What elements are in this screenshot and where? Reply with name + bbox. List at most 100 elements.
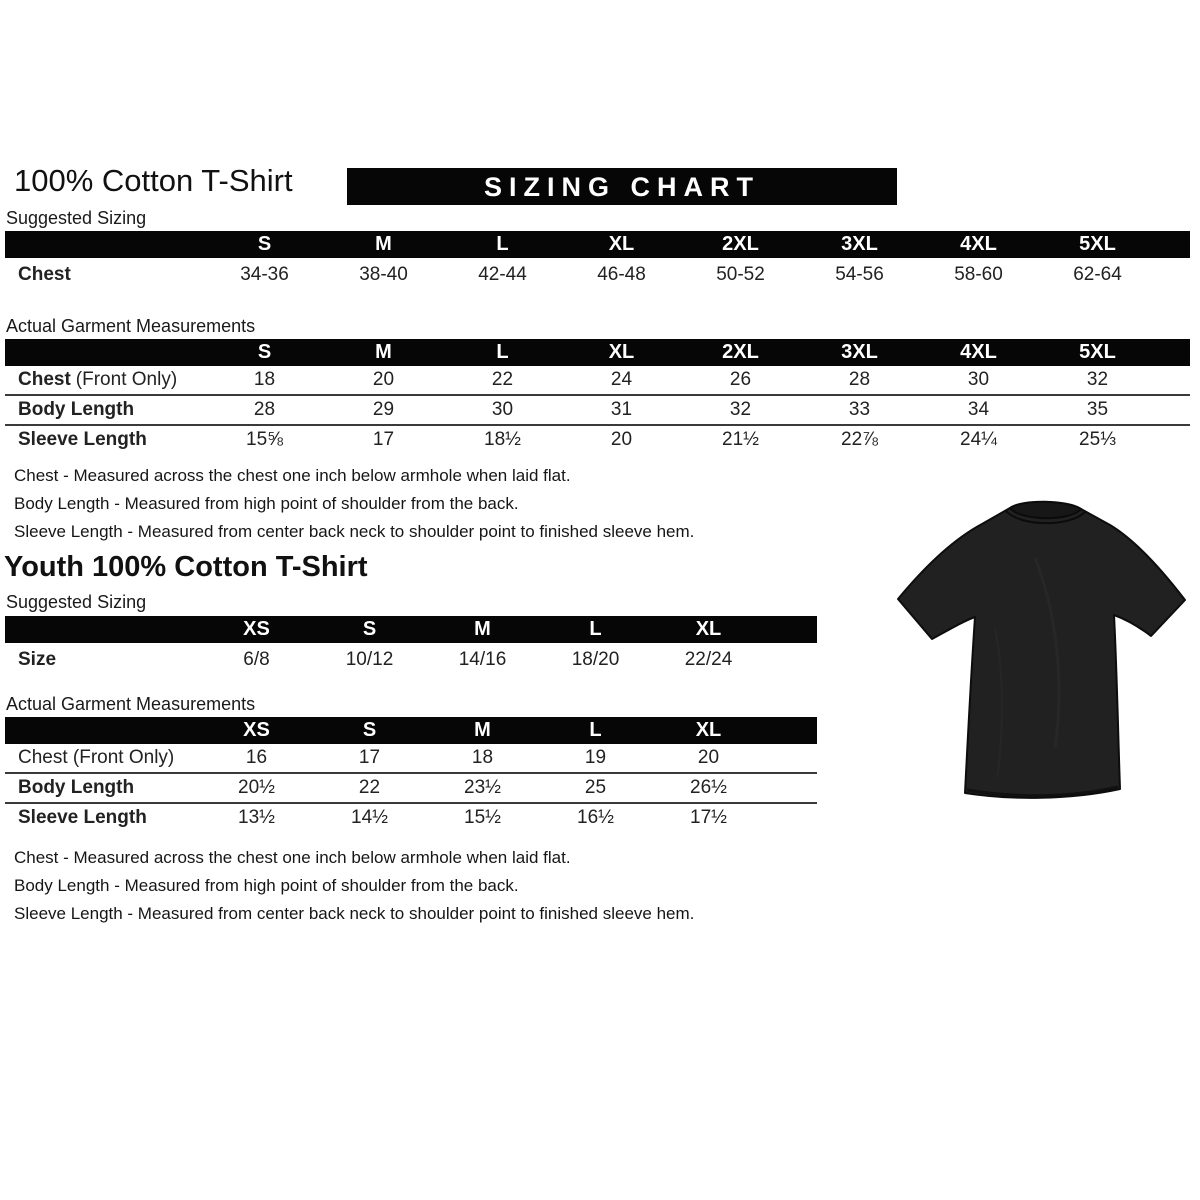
measurement-value: 34 [919,394,1038,425]
measurement-value: 13½ [200,802,313,832]
header-spacer [5,339,205,366]
row-label: Sleeve Length [5,424,205,454]
youth-actual-measurements-label: Actual Garment Measurements [6,694,256,714]
measurement-value: 10/12 [345,648,394,670]
row-label: Body Length [5,772,200,803]
size-header-row: XS S M L XL [5,717,817,744]
measurement-value: 24¼ [919,424,1038,454]
measurement-value: 62-64 [1073,263,1122,285]
size-column-header: XL [562,339,681,366]
size-column-header: S [313,616,426,643]
size-column-header: M [324,231,443,258]
measurement-value: 18/20 [571,648,620,670]
row-label: Sleeve Length [5,802,200,832]
measurement-value: 18½ [443,424,562,454]
tshirt-image [885,478,1195,808]
measurement-value: 58-60 [954,263,1003,285]
measurement-value: 35 [1038,394,1157,425]
sleeve-length-row: Sleeve Length 13½ 14½ 15½ 16½ 17½ [5,802,817,832]
adult-measurement-notes: Chest - Measured across the chest one in… [14,462,694,546]
tshirt-wrinkle [1033,557,1061,749]
size-column-header: XL [652,717,765,744]
header-spacer [1157,231,1190,258]
size-column-header: 4XL [919,339,1038,366]
measurement-value: 33 [800,394,919,425]
measurement-value: 50-52 [716,263,765,285]
header-spacer [5,717,200,744]
measurement-value: 32 [1086,369,1109,390]
youth-measurement-notes: Chest - Measured across the chest one in… [14,844,694,928]
tshirt-hem-shadow [966,785,1119,798]
measurement-value: 32 [681,394,800,425]
header-spacer [5,616,200,643]
header-spacer [765,717,817,744]
size-column-header: 5XL [1038,339,1157,366]
tshirt-graphic [897,500,1186,799]
size-column-header: L [539,717,652,744]
size-column-header: 4XL [919,231,1038,258]
chest-suggested-row: Chest 34-36 38-40 42-44 46-48 50-52 54-5… [5,258,1190,291]
measurement-value: 17½ [652,802,765,832]
measurement-value: 38-40 [359,263,408,285]
adult-actual-table: S M L XL 2XL 3XL 4XL 5XL Chest (Front Onl… [5,339,1190,454]
size-column-header: L [443,231,562,258]
measurement-note: Body Length - Measured from high point o… [14,876,519,895]
measurement-note: Body Length - Measured from high point o… [14,494,519,513]
size-column-header: 5XL [1038,231,1157,258]
measurement-value: 22 [313,772,426,803]
measurement-value: 26½ [652,772,765,803]
measurement-value: 18 [471,747,494,768]
measurement-value: 14/16 [458,648,507,670]
row-label: Body Length [5,394,205,425]
sizing-chart-banner: SIZING CHART [347,168,897,205]
measurement-value: 14½ [313,802,426,832]
youth-actual-table: XS S M L XL Chest (Front Only) 16 17 18 … [5,717,817,832]
measurement-value: 23½ [426,772,539,803]
measurement-value: 16½ [539,802,652,832]
youth-suggested-table: XS S M L XL Size 6/8 10/12 14/16 18/20 2… [5,616,817,676]
measurement-value: 20½ [200,772,313,803]
measurement-value: 42-44 [478,263,527,285]
size-column-header: L [539,616,652,643]
header-spacer [1157,339,1190,366]
measurement-value: 31 [562,394,681,425]
measurement-value: 30 [967,369,990,390]
measurement-note: Chest - Measured across the chest one in… [14,848,571,867]
measurement-value: 18 [253,369,276,390]
youth-title: Youth 100% Cotton T-Shirt [4,551,368,583]
measurement-value: 25 [539,772,652,803]
measurement-value: 28 [205,394,324,425]
measurement-note: Chest - Measured across the chest one in… [14,466,571,485]
size-column-header: M [426,717,539,744]
youth-suggested-sizing-label: Suggested Sizing [6,592,147,612]
size-header-row: XS S M L XL [5,616,817,643]
row-label: Chest (Front Only) [18,747,175,768]
measurement-value: 22 [491,369,514,390]
measurement-value: 17 [324,424,443,454]
adult-suggested-sizing-label: Suggested Sizing [6,208,147,228]
chest-row: Chest (Front Only) 16 17 18 19 20 [5,744,817,773]
measurement-value: 20 [562,424,681,454]
measurement-value: 6/8 [243,648,270,670]
measurement-value: 30 [443,394,562,425]
size-column-header: XS [200,616,313,643]
measurement-value: 20 [372,369,395,390]
measurement-value: 17 [358,747,381,768]
adult-actual-measurements-label: Actual Garment Measurements [6,316,256,336]
size-column-header: 2XL [681,339,800,366]
size-column-header: S [313,717,426,744]
row-label: Chest [18,263,71,285]
size-column-header: 3XL [800,231,919,258]
body-length-row: Body Length 20½ 22 23½ 25 26½ [5,772,817,803]
tshirt-body [897,501,1186,799]
header-spacer [765,616,817,643]
tshirt-wrinkle [994,627,1003,779]
size-column-header: 2XL [681,231,800,258]
measurement-value: 22/24 [684,648,733,670]
size-suggested-row: Size 6/8 10/12 14/16 18/20 22/24 [5,643,817,676]
measurement-note: Sleeve Length - Measured from center bac… [14,522,695,541]
size-column-header: S [205,231,324,258]
chest-row: Chest (Front Only) 18 20 22 24 26 28 30 3… [5,366,1190,395]
measurement-value: 54-56 [835,263,884,285]
